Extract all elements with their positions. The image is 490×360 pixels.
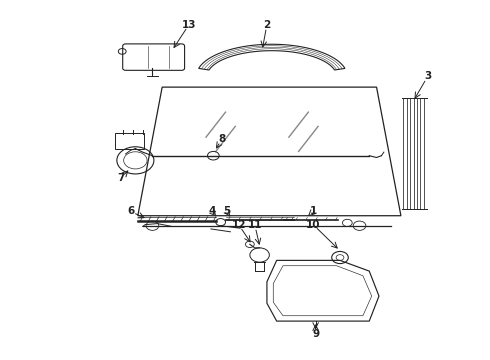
Text: 3: 3 (424, 71, 431, 81)
Text: 11: 11 (247, 220, 262, 230)
Text: 4: 4 (208, 206, 216, 216)
Text: 13: 13 (182, 19, 196, 30)
Text: 10: 10 (306, 220, 320, 230)
Text: 6: 6 (127, 206, 134, 216)
Text: 1: 1 (310, 206, 317, 216)
Text: 9: 9 (312, 329, 319, 339)
Text: 12: 12 (231, 220, 246, 230)
Text: 5: 5 (223, 206, 230, 216)
Text: 8: 8 (219, 134, 226, 144)
Text: 7: 7 (117, 173, 124, 183)
Text: 2: 2 (263, 19, 270, 30)
